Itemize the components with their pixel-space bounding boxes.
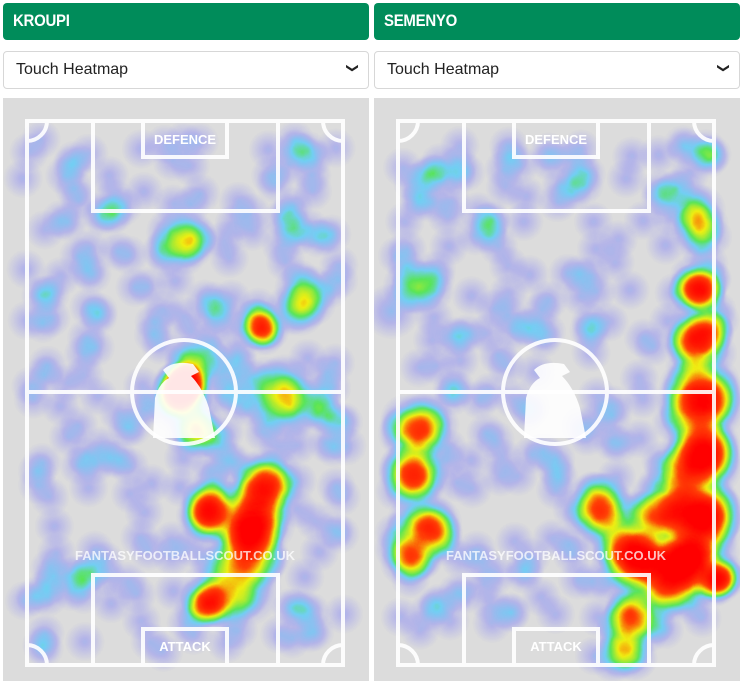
centre-circle [501, 338, 609, 446]
select-value: Touch Heatmap [16, 61, 129, 78]
player-panel-semenyo: SEMENYO Touch Heatmap ❯ DEFENCE ATTACK FA… [374, 0, 740, 681]
watermark: FANTASYFOOTBALLSCOUT.CO.UK [446, 548, 667, 563]
top-goal-area [512, 119, 600, 159]
attack-label: ATTACK [159, 639, 211, 654]
touch-heatmap-pitch: DEFENCE ATTACK FANTASYFOOTBALLSCOUT.CO.U… [3, 98, 369, 681]
watermark: FANTASYFOOTBALLSCOUT.CO.UK [75, 548, 296, 563]
mascot-silhouette-icon [524, 362, 586, 438]
heatmap-type-select[interactable]: Touch Heatmap ❯ [3, 51, 369, 89]
corner-arcs [397, 120, 715, 666]
player-header: KROUPI [3, 3, 369, 40]
defence-label: DEFENCE [154, 132, 216, 147]
player-name: KROUPI [13, 11, 70, 30]
touch-heatmap-pitch: DEFENCE ATTACK FANTASYFOOTBALLSCOUT.CO.U… [374, 98, 740, 681]
select-value: Touch Heatmap [387, 61, 500, 78]
bottom-goal-area [512, 627, 600, 667]
heatmap-type-select[interactable]: Touch Heatmap ❯ [374, 51, 740, 89]
attack-label: ATTACK [530, 639, 582, 654]
top-goal-area [141, 119, 229, 159]
pitch-markings: DEFENCE ATTACK FANTASYFOOTBALLSCOUT.CO.U… [25, 119, 345, 667]
player-name: SEMENYO [384, 11, 457, 30]
chevron-down-icon: ❯ [345, 62, 360, 74]
defence-label: DEFENCE [525, 132, 587, 147]
player-panel-kroupi: KROUPI Touch Heatmap ❯ DEFENCE ATTACK FAN… [3, 0, 369, 681]
bottom-goal-area [141, 627, 229, 667]
pitch-markings: DEFENCE ATTACK FANTASYFOOTBALLSCOUT.CO.U… [396, 119, 716, 667]
mascot-silhouette-icon [153, 362, 215, 438]
centre-circle [130, 338, 238, 446]
corner-arcs [26, 120, 344, 666]
player-header: SEMENYO [374, 3, 740, 40]
chevron-down-icon: ❯ [716, 62, 731, 74]
